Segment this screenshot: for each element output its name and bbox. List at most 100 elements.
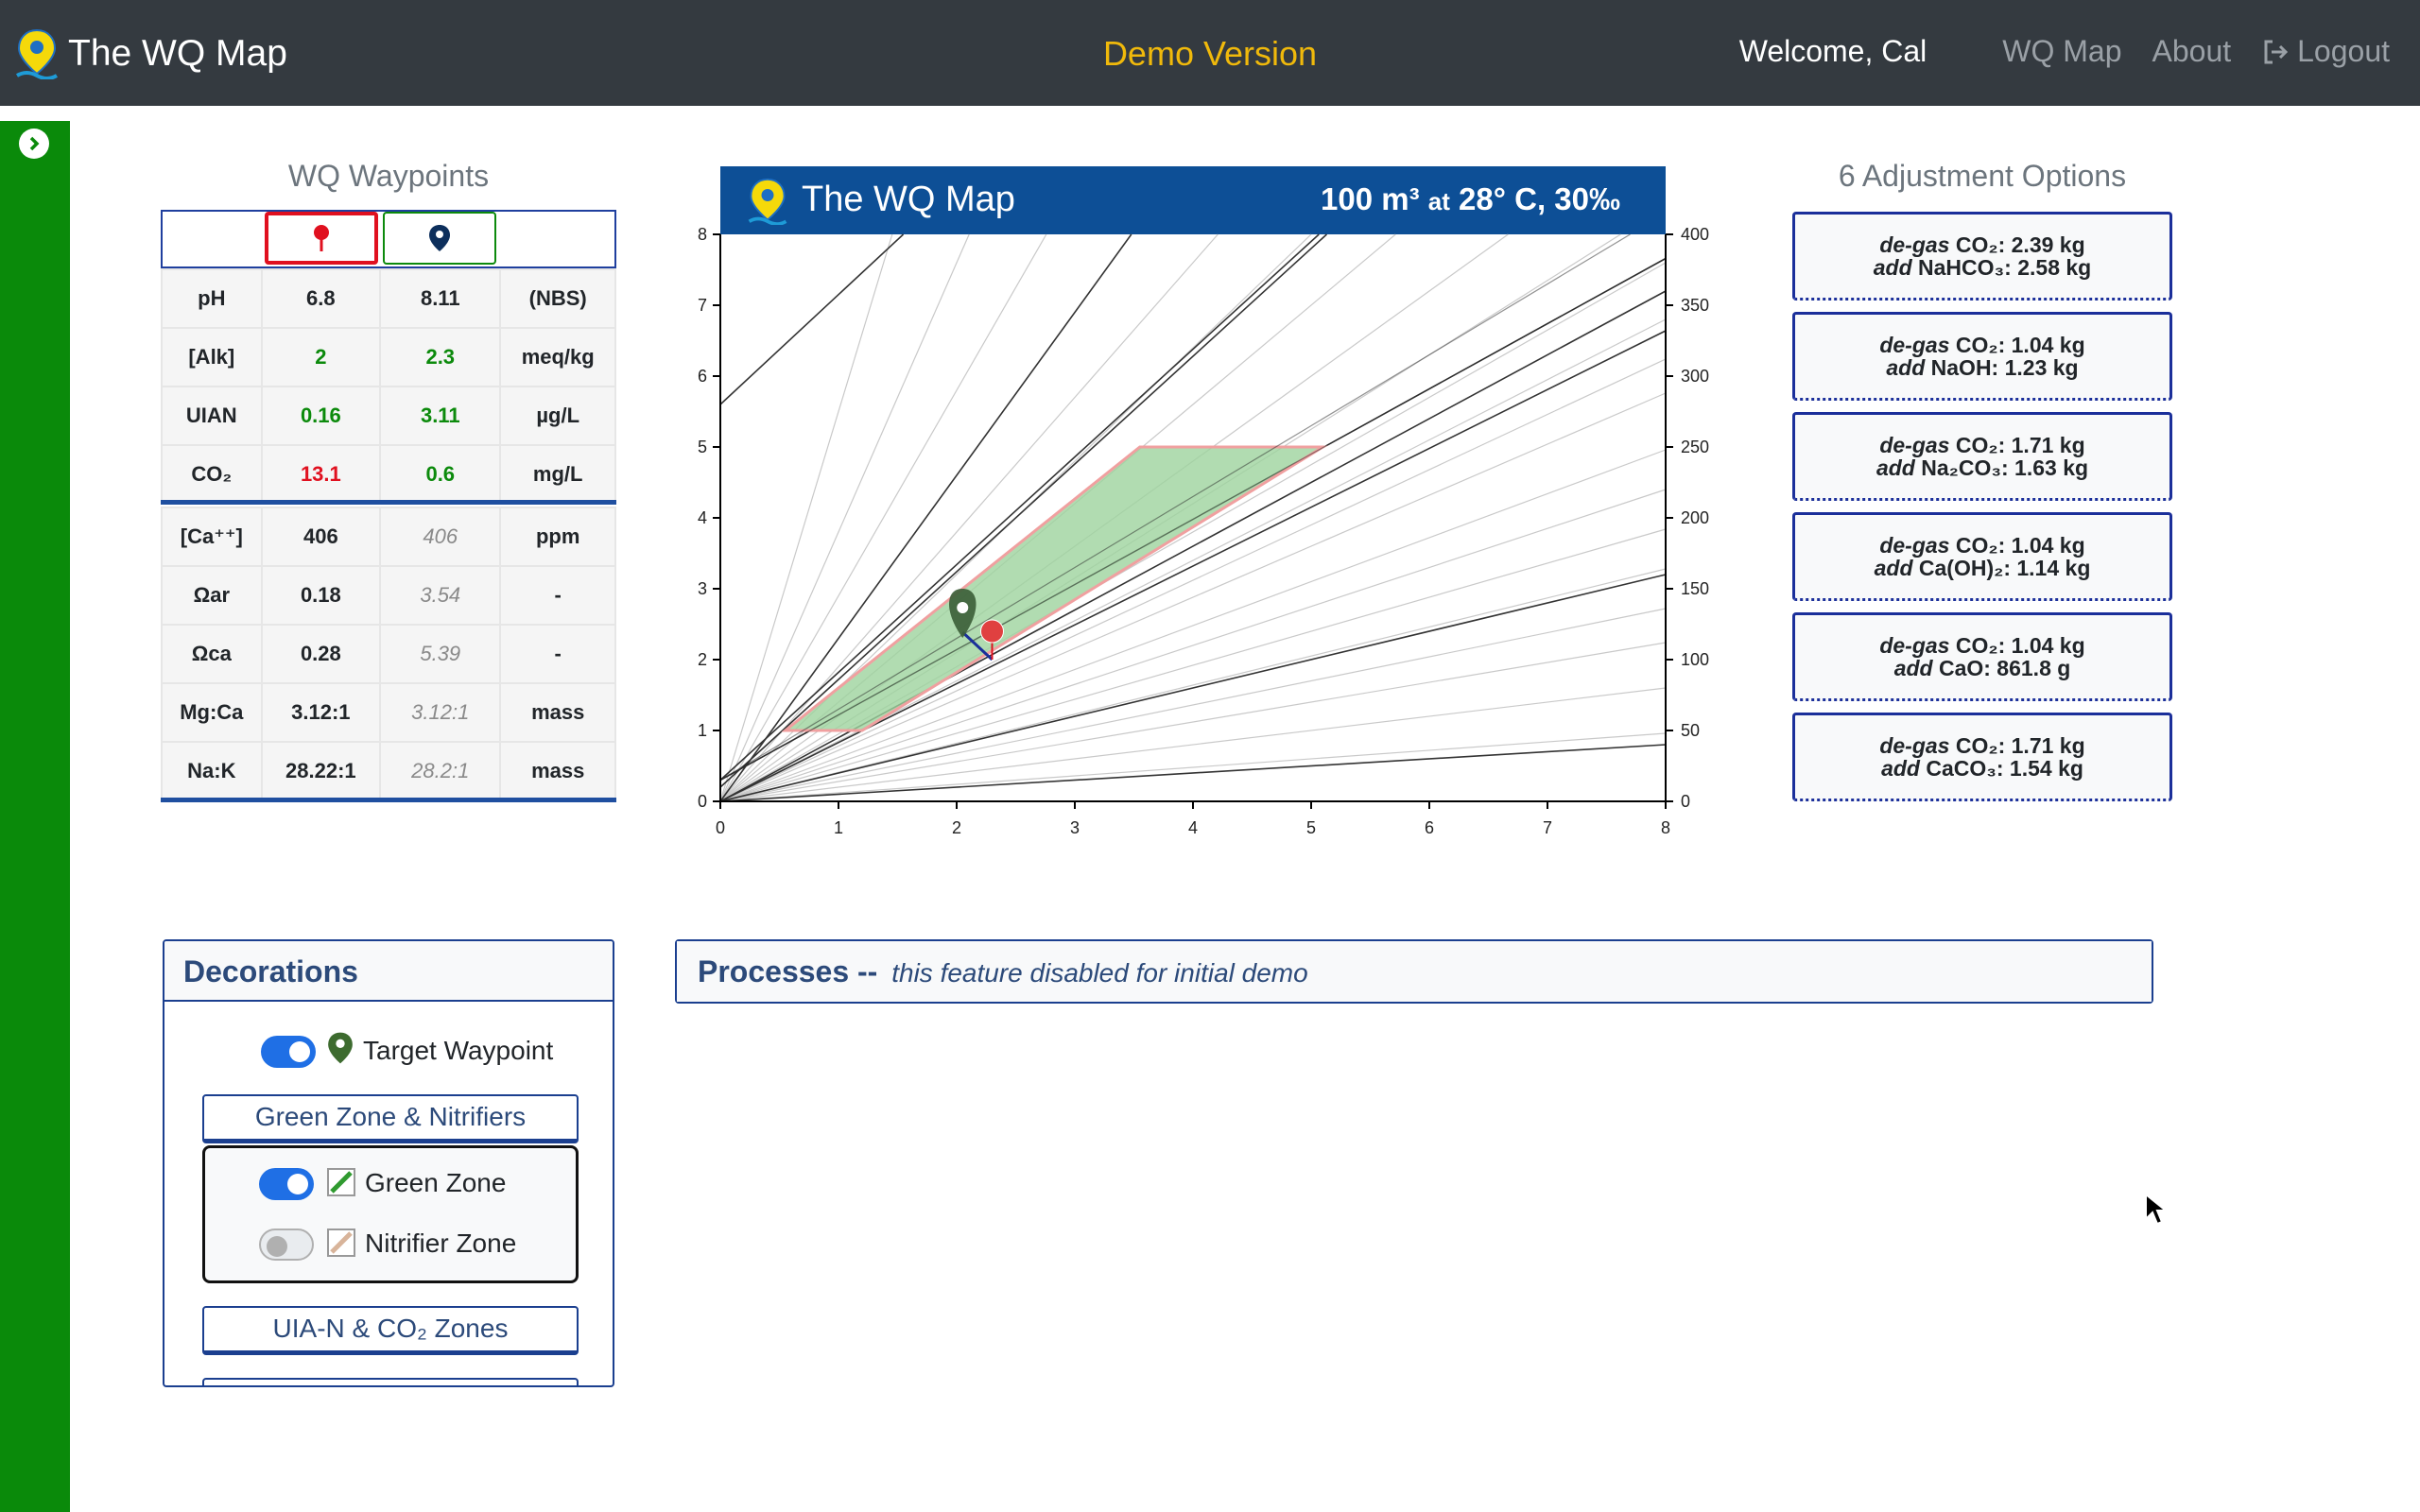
fan-line-light	[719, 233, 1047, 802]
table-row: UIAN 0.16 3.11 µg/L	[161, 386, 616, 446]
wp-cell-current: 13.1	[260, 444, 382, 505]
table-row: Ωca 0.28 5.39-	[161, 624, 616, 684]
decorations-card: Decorations Target Waypoint Green Zone &…	[163, 939, 614, 1387]
wp-cell-target: 28.2:1	[379, 741, 502, 801]
y-tick-label: 1	[698, 721, 707, 740]
chevron-right-icon	[29, 136, 40, 151]
co2-amount: CO₂: 1.04 kg	[1955, 533, 2085, 558]
fan-line-light	[719, 642, 1667, 802]
logout-label: Logout	[2297, 34, 2390, 68]
co2-amount: CO₂: 1.71 kg	[1955, 433, 2085, 457]
table-row: Na:K 28.22:1 28.2:1 mass	[161, 741, 616, 801]
fan-line-light	[719, 358, 1667, 802]
nitrifier-zone-toggle[interactable]	[259, 1228, 314, 1261]
adjustment-option-4[interactable]: de-gas CO₂: 1.04 kg add Ca(OH)₂: 1.14 kg	[1792, 512, 2172, 601]
y2-tick-label: 0	[1681, 792, 1690, 811]
nav-links: Welcome, Cal WQ Map About Logout	[1739, 34, 2390, 69]
wp-cell-target: 8.11	[379, 268, 502, 329]
green-zone-toggle[interactable]	[259, 1168, 314, 1200]
current-waypoint-button[interactable]	[265, 212, 378, 265]
green-zone-section-button[interactable]: Green Zone & Nitrifiers	[202, 1094, 579, 1143]
adjustment-option-5[interactable]: de-gas CO₂: 1.04 kg add CaO: 861.8 g	[1792, 612, 2172, 701]
fan-line-light	[719, 568, 1667, 802]
fan-line-light	[719, 392, 1667, 802]
target-waypoint-button[interactable]	[383, 212, 496, 265]
logout-icon	[2264, 40, 2289, 63]
adjustments-title: 6 Adjustment Options	[1838, 159, 2127, 193]
nav-about-link[interactable]: About	[2152, 34, 2232, 68]
y2-tick-label: 400	[1681, 225, 1709, 244]
add-label: add	[1886, 355, 1926, 380]
target-waypoint-toggle[interactable]	[261, 1036, 316, 1068]
next-section-button[interactable]	[202, 1378, 579, 1385]
wp-cell-unit: mass	[499, 682, 616, 743]
wp-cell-current: 406	[260, 507, 382, 567]
wp-cell-target: 2.3	[379, 327, 502, 387]
degas-label: de-gas	[1879, 232, 1950, 257]
nitrifier-zone-label: Nitrifier Zone	[365, 1228, 517, 1258]
x-tick-label: 7	[1543, 818, 1552, 837]
fan-line-dark	[719, 233, 1132, 802]
chemical-amount: NaOH: 1.23 kg	[1930, 355, 2079, 380]
wp-cell-target: 406	[379, 507, 502, 567]
chemical-amount: Na₂CO₃: 1.63 kg	[1921, 455, 2089, 480]
nav-wq-map-link[interactable]: WQ Map	[2002, 34, 2122, 68]
add-label: add	[1873, 255, 1912, 280]
degas-label: de-gas	[1879, 533, 1950, 558]
add-label: add	[1893, 656, 1933, 680]
wq-map-chart[interactable]: The WQ Map 100 m³ at 28° C, 30‰ 0 1 2 3 4 5 6 7…	[662, 166, 1739, 847]
wp-cell-unit: mass	[499, 741, 616, 801]
wp-cell-unit: -	[499, 624, 616, 684]
adjustment-option-1[interactable]: de-gas CO₂: 2.39 kg add NaHCO₃: 2.58 kg	[1792, 212, 2172, 301]
wp-cell-label: Ωca	[161, 624, 263, 684]
wp-cell-target: 0.6	[379, 444, 502, 505]
degas-label: de-gas	[1879, 333, 1950, 357]
sidebar	[0, 121, 70, 1512]
green-zone-swatch	[327, 1168, 355, 1196]
fan-line-dark	[719, 744, 1667, 802]
fan-line-light	[719, 687, 1667, 802]
chemical-amount: Ca(OH)₂: 1.14 kg	[1918, 556, 2091, 580]
waypoints-table: pH 6.8 8.11 (NBS) [Alk] 2 2.3 meq/kg UIAN 0.16 3.1…	[161, 268, 616, 801]
wp-cell-unit: ppm	[499, 507, 616, 567]
y2-tick-label: 200	[1681, 508, 1709, 527]
chart-title: The WQ Map	[802, 180, 1015, 219]
wp-cell-target: 3.11	[379, 386, 502, 446]
fan-line-light	[719, 732, 1667, 802]
wp-cell-label: UIAN	[161, 386, 263, 446]
co2-amount: CO₂: 1.71 kg	[1955, 733, 2085, 758]
map-marker-icon	[328, 1032, 353, 1064]
chart-plot: 0 1 2 3 4 5 6 7 80123456780501001502002503003504…	[698, 225, 1709, 837]
wp-cell-current: 0.28	[260, 624, 382, 684]
adjustment-option-2[interactable]: de-gas CO₂: 1.04 kg add NaOH: 1.23 kg	[1792, 312, 2172, 401]
processes-card[interactable]: Processes -- this feature disabled for i…	[675, 939, 2153, 1004]
y2-tick-label: 100	[1681, 650, 1709, 669]
green-zone-subpanel	[202, 1145, 579, 1283]
sidebar-expand-button[interactable]	[19, 129, 49, 159]
brand[interactable]: The WQ Map	[15, 26, 287, 81]
fan-line-offset	[719, 233, 1327, 788]
uian-co2-section-button[interactable]: UIA-N & CO₂ Zones	[202, 1306, 579, 1355]
table-divider	[161, 500, 616, 505]
fan-line-dark	[719, 330, 1667, 802]
wp-cell-unit: -	[499, 565, 616, 626]
fan-line-light	[719, 233, 970, 802]
degas-label: de-gas	[1879, 433, 1950, 457]
fan-line-light	[719, 233, 1219, 802]
navbar: The WQ Map Demo Version Welcome, Cal WQ …	[0, 0, 2420, 106]
fan-line-light	[719, 233, 893, 802]
processes-note: this feature disabled for initial demo	[891, 958, 1308, 988]
y-tick-label: 7	[698, 296, 707, 315]
x-tick-label: 5	[1306, 818, 1316, 837]
y2-tick-label: 50	[1681, 721, 1700, 740]
y2-tick-label: 150	[1681, 579, 1709, 598]
adjustment-option-3[interactable]: de-gas CO₂: 1.71 kg add Na₂CO₃: 1.63 kg	[1792, 412, 2172, 501]
nav-logout-link[interactable]: Logout	[2261, 34, 2390, 69]
x-tick-label: 8	[1661, 818, 1670, 837]
adjustment-option-6[interactable]: de-gas CO₂: 1.71 kg add CaCO₃: 1.54 kg	[1792, 713, 2172, 801]
y-tick-label: 4	[698, 508, 707, 527]
y-tick-label: 8	[698, 225, 707, 244]
chart-header: The WQ Map 100 m³ at 28° C, 30‰	[720, 166, 1666, 234]
wp-cell-unit: meq/kg	[499, 327, 616, 387]
wp-cell-unit: (NBS)	[499, 268, 616, 329]
